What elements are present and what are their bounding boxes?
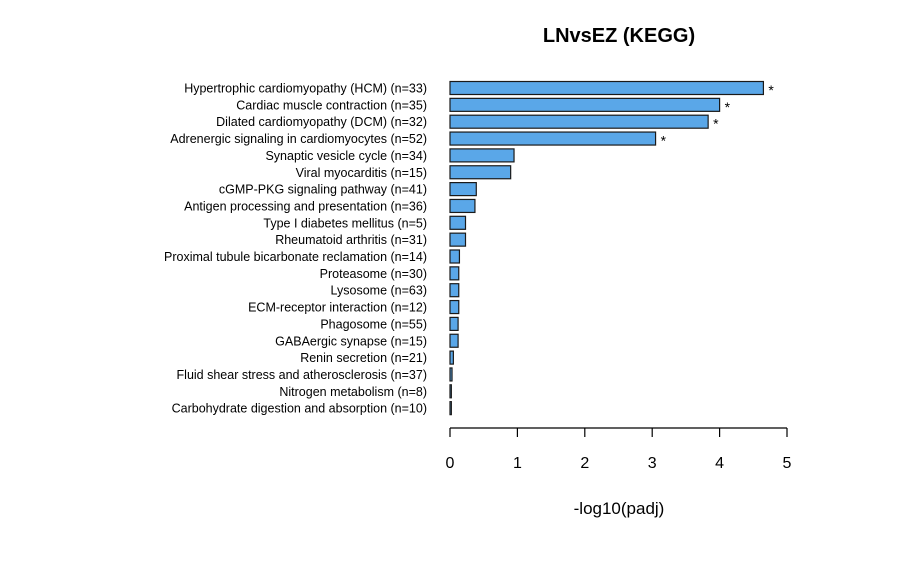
x-tick-label: 3: [648, 455, 657, 472]
category-label: Type I diabetes mellitus (n=5): [263, 216, 427, 230]
bar: [449, 266, 460, 281]
category-label: Synaptic vesicle cycle (n=34): [265, 149, 427, 163]
bars-layer: * * * *: [449, 80, 774, 416]
chart-title: LNvsEZ (KEGG): [543, 25, 695, 47]
category-label: Rheumatoid arthritis (n=31): [275, 233, 427, 247]
bar: [449, 80, 765, 96]
bar: [449, 114, 709, 129]
category-label: Proximal tubule bicarbonate reclamation …: [164, 250, 427, 264]
bar: [449, 215, 467, 230]
bar: [449, 316, 459, 331]
category-label: Viral myocarditis (n=15): [296, 166, 427, 180]
category-label: Cardiac muscle contraction (n=35): [236, 98, 427, 112]
significance-star: *: [661, 133, 667, 149]
category-label: Antigen processing and presentation (n=3…: [184, 199, 427, 213]
category-label: Proteasome (n=30): [320, 267, 427, 281]
bar: [449, 148, 515, 163]
bar: [449, 249, 461, 264]
bar: [449, 350, 454, 365]
x-tick-label: 2: [580, 455, 589, 472]
bar: [449, 182, 477, 197]
category-label: Adrenergic signaling in cardiomyocytes (…: [170, 132, 427, 146]
bar: [449, 333, 459, 348]
significance-star: *: [725, 99, 731, 115]
category-label: cGMP-PKG signaling pathway (n=41): [219, 183, 427, 197]
category-label: Carbohydrate digestion and absorption (n…: [172, 402, 427, 416]
category-label: Phagosome (n=55): [320, 317, 427, 331]
bar: [449, 299, 460, 315]
x-tick-label: 1: [513, 455, 522, 472]
bar: [449, 232, 467, 247]
bar: [449, 131, 657, 146]
category-label: Renin secretion (n=21): [300, 351, 427, 365]
bar: [449, 165, 512, 180]
category-label: Lysosome (n=63): [331, 284, 427, 298]
bar: [449, 367, 453, 382]
bar: [449, 401, 452, 416]
x-axis: 0 1 2 3 4 5: [446, 427, 792, 472]
category-labels: Hypertrophic cardiomyopathy (HCM) (n=33)…: [164, 82, 427, 416]
x-tick-label: 0: [446, 455, 455, 472]
category-label: Nitrogen metabolism (n=8): [279, 385, 427, 399]
x-tick-label: 5: [783, 455, 792, 472]
bar: [449, 384, 452, 399]
x-axis-title: -log10(padj): [574, 499, 665, 518]
significance-star: *: [768, 82, 774, 98]
bar: [449, 198, 476, 214]
x-tick-label: 4: [715, 455, 724, 472]
category-label: ECM-receptor interaction (n=12): [248, 301, 427, 315]
bar: [449, 97, 721, 112]
category-label: Dilated cardiomyopathy (DCM) (n=32): [216, 115, 427, 129]
category-label: GABAergic synapse (n=15): [275, 334, 427, 348]
category-label: Fluid shear stress and atherosclerosis (…: [177, 368, 427, 382]
significance-star: *: [713, 116, 719, 132]
category-label: Hypertrophic cardiomyopathy (HCM) (n=33): [184, 82, 427, 96]
bar: [449, 283, 460, 298]
